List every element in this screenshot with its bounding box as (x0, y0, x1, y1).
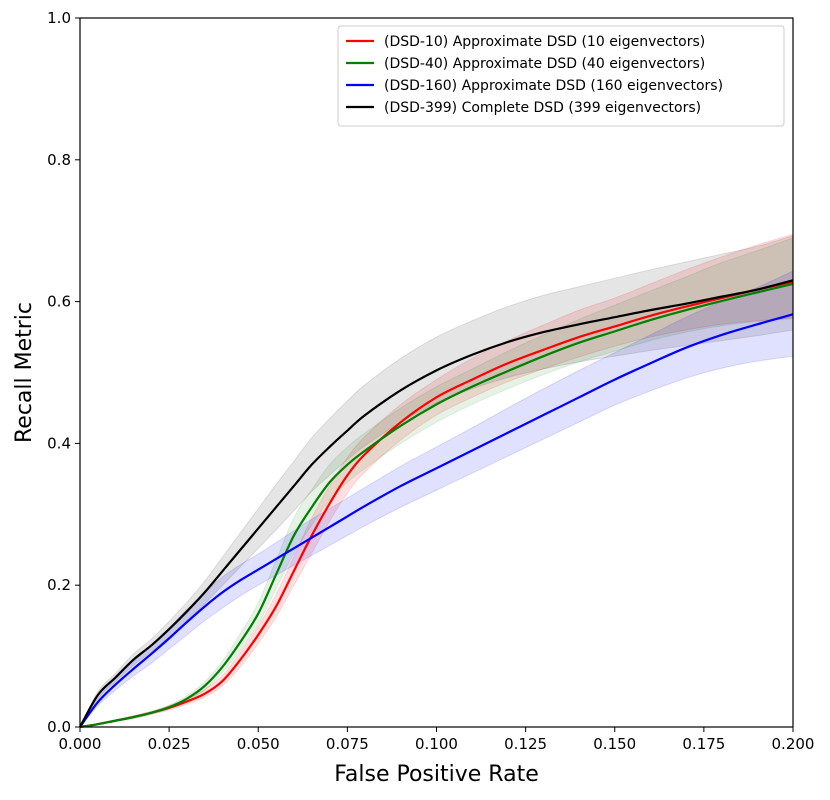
x-tick-label: 0.175 (682, 735, 725, 753)
line-dsd-40-approximate-dsd-40-eigenvectors (79, 282, 794, 729)
x-tick-label: 0.025 (148, 735, 191, 753)
legend-box (337, 25, 785, 127)
y-tick-label: 0.6 (47, 293, 71, 311)
y-tick-label: 0.8 (47, 151, 71, 169)
y-tick-label: 0.0 (47, 718, 71, 736)
y-axis-ticks: 0.0 0.2 0.4 0.6 0.8 1.0 (47, 9, 80, 736)
x-tick-label: 0.000 (59, 735, 102, 753)
y-tick-label: 0.2 (47, 576, 71, 594)
y-tick-label: 0.4 (47, 434, 71, 452)
x-tick-label: 0.100 (415, 735, 458, 753)
legend-label-dsd-160-approximate-dsd-160-eigenvectors: (DSD-160) Approximate DSD (160 eigenvect… (384, 78, 723, 94)
legend-label-dsd-399-complete-dsd-399-eigenvectors: (DSD-399) Complete DSD (399 eigenvectors… (384, 100, 701, 116)
legend-label-dsd-40-approximate-dsd-40-eigenvectors: (DSD-40) Approximate DSD (40 eigenvector… (384, 56, 705, 72)
y-tick-label: 1.0 (47, 9, 71, 27)
y-axis-label: Recall Metric (12, 302, 37, 443)
line-dsd-399-complete-dsd-399-eigenvectors (79, 279, 794, 728)
x-tick-label: 0.150 (593, 735, 636, 753)
legend: (DSD-10) Approximate DSD (10 eigenvector… (337, 25, 785, 127)
line-dsd-160-approximate-dsd-160-eigenvectors (79, 313, 794, 728)
x-axis-label: False Positive Rate (334, 762, 538, 787)
legend-label-dsd-10-approximate-dsd-10-eigenvectors: (DSD-10) Approximate DSD (10 eigenvector… (384, 34, 705, 50)
confidence-bands (79, 233, 794, 728)
x-tick-label: 0.200 (772, 735, 815, 753)
x-tick-label: 0.075 (326, 735, 369, 753)
x-tick-label: 0.125 (504, 735, 547, 753)
x-tick-label: 0.050 (237, 735, 280, 753)
series-lines (79, 279, 794, 729)
x-axis-ticks: 0.000 0.025 0.050 0.075 0.100 0.125 0.150 0.175… (59, 727, 815, 753)
